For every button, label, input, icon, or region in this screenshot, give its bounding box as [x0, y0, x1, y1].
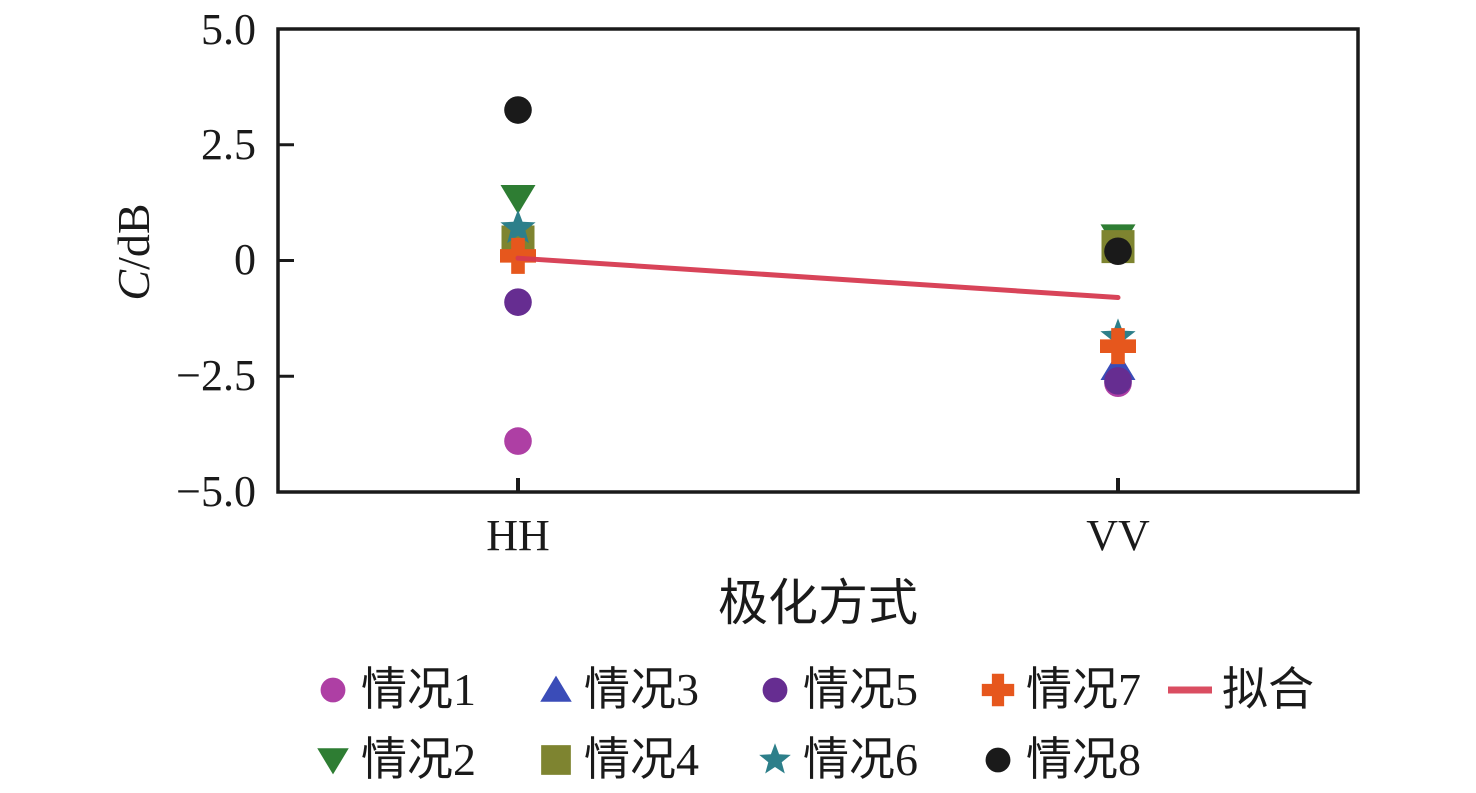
- plot-box: [276, 27, 1360, 494]
- y-tick-label: −2.5: [176, 351, 256, 400]
- legend-item-case-1: 情况1: [311, 664, 476, 716]
- legend-item-case-6: 情况6: [753, 734, 918, 786]
- legend-item-case-5: 情况5: [753, 664, 918, 716]
- legend-item-case-8: 情况8: [976, 734, 1141, 786]
- legend-label: 情况4: [584, 734, 699, 785]
- y-tick-label: 2.5: [201, 120, 256, 169]
- star-marker-icon: [759, 743, 791, 774]
- legend-item-case-3: 情况3: [534, 664, 699, 716]
- circle-marker-icon: [320, 677, 346, 703]
- case-4-marker-icon: [541, 745, 571, 775]
- fit-line-icon: [1168, 686, 1212, 694]
- plus-marker-icon: [981, 673, 1015, 707]
- case-2-marker-icon: [317, 748, 349, 775]
- case-1-marker-icon: [320, 677, 346, 703]
- legend-label: 拟合: [1222, 664, 1314, 715]
- legend-item-fit: 拟合: [1164, 664, 1314, 716]
- legend-label: 情况3: [584, 664, 699, 715]
- y-axis-unit: /dB: [108, 203, 159, 270]
- case-5-marker-icon: [762, 677, 788, 703]
- y-tick-label: −5.0: [176, 467, 256, 516]
- x-tick-label-vv: VV: [1086, 511, 1150, 560]
- legend-item-case-2: 情况2: [311, 734, 476, 786]
- y-axis-symbol: C: [108, 269, 159, 301]
- y-tick-label: 0: [234, 235, 256, 284]
- case-7-marker-icon: [981, 673, 1015, 707]
- case-8-marker-icon: [985, 747, 1011, 773]
- circle-marker-icon: [985, 747, 1011, 773]
- marker-case-8: [1104, 237, 1132, 266]
- marker-case-8: [504, 96, 532, 124]
- marker-case-5: [504, 288, 532, 316]
- legend-label: 情况6: [803, 734, 918, 785]
- x-tick-label-hh: HH: [486, 511, 550, 560]
- legend-label: 情况8: [1026, 734, 1141, 785]
- legend-label: 情况5: [803, 664, 918, 715]
- case-3-marker-icon: [540, 675, 572, 702]
- x-axis-label: 极化方式: [718, 575, 918, 631]
- legend-label: 情况1: [361, 664, 476, 715]
- marker-case-7: [1100, 328, 1136, 365]
- case-6-marker-icon: [759, 743, 791, 774]
- square-marker-icon: [541, 745, 571, 775]
- marker-case-1: [504, 427, 532, 455]
- marker-case-6: [500, 209, 536, 244]
- y-tick-label: 5.0: [201, 5, 256, 54]
- triangle-up-marker-icon: [540, 675, 572, 702]
- legend-item-case-4: 情况4: [534, 734, 699, 786]
- marker-case-2: [500, 184, 536, 214]
- y-axis-label: C/dB: [108, 203, 159, 301]
- marker-case-5: [1104, 367, 1132, 395]
- fit-line: [515, 255, 1121, 301]
- triangle-down-marker-icon: [317, 748, 349, 775]
- legend-label: 情况7: [1026, 664, 1141, 715]
- legend-item-case-7: 情况7: [976, 664, 1141, 716]
- circle-marker-icon: [762, 677, 788, 703]
- legend-label: 情况2: [361, 734, 476, 785]
